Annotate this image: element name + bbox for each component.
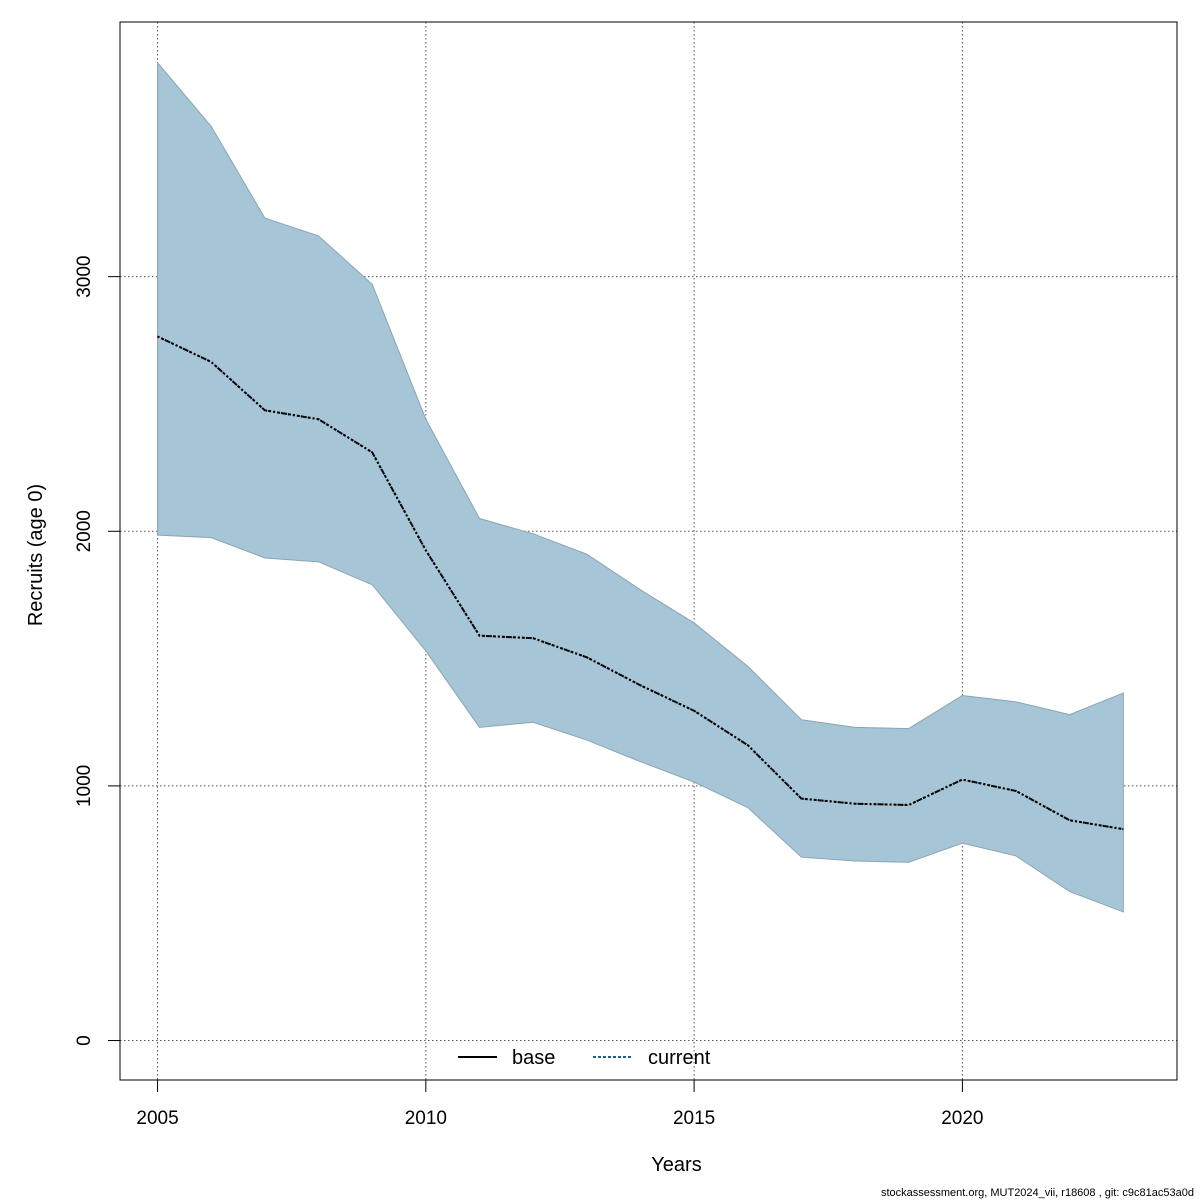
plot-frame: [119, 21, 1178, 1081]
x-tick-label: 2015: [673, 1108, 715, 1129]
y-tick-label: 1000: [74, 765, 95, 807]
y-tick-label: 2000: [74, 510, 95, 552]
legend: base current: [458, 1047, 711, 1069]
footer-credit: stockassessment.org, MUT2024_vii, r18608…: [881, 1187, 1194, 1199]
y-tick-label: 3000: [74, 255, 95, 297]
y-tick-label: 0: [74, 1035, 95, 1046]
series-line-base: [157, 335, 1124, 831]
x-tick-label: 2005: [136, 1108, 178, 1129]
x-axis-title: Years: [651, 1154, 701, 1176]
series-line-current: [157, 335, 1124, 831]
confidence-band: [157, 61, 1124, 913]
legend-label-base: base: [512, 1047, 555, 1069]
axes: 2005 2010 2015 2020 0 1000 2000 3000: [74, 255, 984, 1129]
y-axis-title: Recruits (age 0): [25, 484, 47, 626]
x-tick-label: 2020: [941, 1108, 983, 1129]
x-tick-label: 2010: [405, 1108, 447, 1129]
legend-label-current: current: [648, 1047, 711, 1069]
